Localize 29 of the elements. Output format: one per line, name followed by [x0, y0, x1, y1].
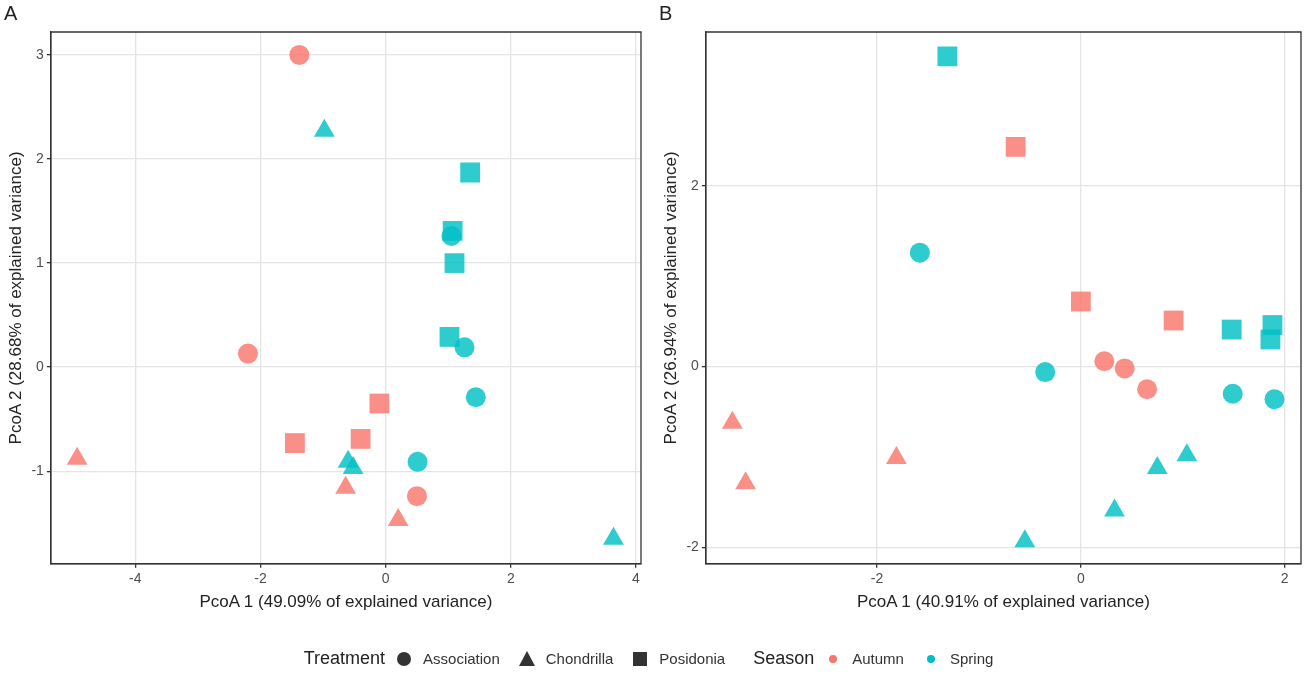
- y-tick-label: -1: [31, 462, 45, 479]
- legend-label: Autumn: [852, 650, 904, 667]
- x-tick-label: -2: [870, 570, 884, 587]
- x-axis-title: PcoA 1 (49.09% of explained variance): [199, 592, 493, 612]
- x-tick-label: 4: [632, 570, 641, 587]
- chart-title: B: [659, 1, 673, 24]
- x-tick-label: 0: [1076, 570, 1085, 587]
- legend-label: Chondrilla: [545, 650, 614, 667]
- legend-label: Spring: [949, 650, 994, 667]
- x-axis-title: PcoA 1 (40.91% of explained variance): [856, 592, 1150, 612]
- y-axis-title: PcoA 2 (26.94% of explained variance): [660, 151, 680, 445]
- x-tick-label: -4: [129, 570, 142, 587]
- legend-label: Posidonia: [659, 650, 726, 667]
- legend-label: Association: [423, 650, 500, 667]
- y-tick-label: -2: [686, 538, 700, 555]
- y-axis-title: PcoA 2 (28.68% of explained variance): [5, 151, 25, 445]
- text: Season: [753, 648, 815, 669]
- x-tick-label: -2: [254, 570, 267, 587]
- y-tick-label: 0: [691, 357, 700, 374]
- y-tick-label: 0: [36, 357, 45, 374]
- x-tick-label: 0: [381, 570, 390, 587]
- y-tick-label: 3: [36, 45, 45, 62]
- y-tick-label: 2: [691, 176, 700, 193]
- chart-title: A: [4, 1, 18, 24]
- x-tick-label: 2: [506, 570, 515, 587]
- y-tick-label: 1: [36, 253, 45, 270]
- x-tick-label: 2: [1280, 570, 1289, 587]
- legend-title: Treatment: [303, 648, 386, 669]
- y-tick-label: 2: [36, 149, 45, 166]
